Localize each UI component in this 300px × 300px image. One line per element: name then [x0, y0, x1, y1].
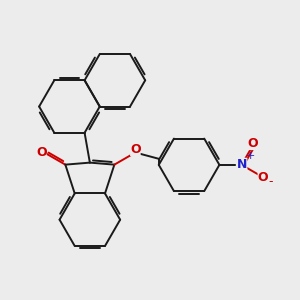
- Text: -: -: [269, 176, 273, 188]
- Text: O: O: [36, 146, 46, 159]
- Text: O: O: [130, 143, 141, 156]
- Text: +: +: [246, 151, 255, 161]
- Text: N: N: [236, 158, 247, 171]
- Text: O: O: [248, 137, 258, 150]
- Text: O: O: [258, 172, 268, 184]
